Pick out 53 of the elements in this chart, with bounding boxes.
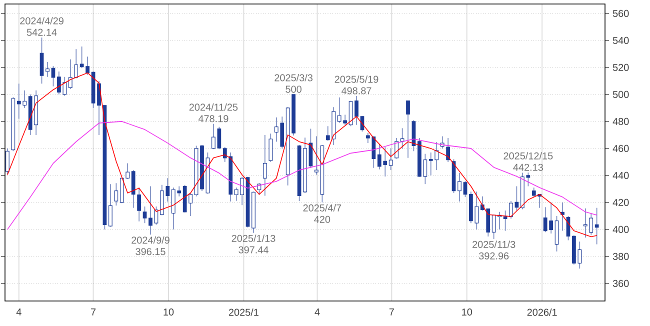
candlestick <box>6 148 10 174</box>
annotation: 2025/3/3 500 <box>274 74 313 93</box>
y-tick-label: 480 <box>612 118 629 125</box>
candlestick <box>108 184 112 228</box>
annotation: 2025/4/7 420 <box>303 204 342 223</box>
y-tick-label: 420 <box>612 198 629 206</box>
candlestick <box>503 210 508 232</box>
candlestick <box>406 100 410 158</box>
candlestick <box>137 187 141 222</box>
candlestick <box>458 172 462 202</box>
y-tick-label: 440 <box>612 172 629 179</box>
annotation: 2025/12/15 442.13 <box>504 152 553 171</box>
annotation: 2024/9/9 396.15 <box>132 236 170 256</box>
y-tick-label: 500 <box>612 90 629 98</box>
y-tick-label: 540 <box>612 36 629 44</box>
y-tick-label: 380 <box>612 252 629 260</box>
candlestick <box>354 96 358 126</box>
candlestick <box>114 182 118 206</box>
y-tick-label: 520 <box>612 64 629 71</box>
candlestick <box>131 170 136 208</box>
candlestick <box>509 200 513 220</box>
annotation: 2025/11/3 392.96 <box>472 240 516 260</box>
y-tick-label: 400 <box>612 226 629 233</box>
annotation: 2024/11/25 478.19 <box>189 103 238 122</box>
annotation: 2025/1/13 397.44 <box>232 234 276 254</box>
candlestick <box>97 80 101 136</box>
candlestick <box>51 66 56 87</box>
y-tick-label: 460 <box>612 144 629 152</box>
annotation: 2025/5/19 498.87 <box>334 76 378 94</box>
candlestick <box>263 134 267 196</box>
candlestick <box>594 207 599 245</box>
candlestick <box>46 62 50 78</box>
candlestick <box>268 133 273 162</box>
x-tick-label: 4 <box>314 308 320 316</box>
x-tick-label: 2026/1 <box>527 308 557 316</box>
x-tick-label: 2025/1 <box>228 308 258 316</box>
candlestick <box>148 186 152 236</box>
candlestick <box>463 180 468 198</box>
x-tick-label: 4 <box>16 308 22 316</box>
x-tick-label: 10 <box>164 308 174 316</box>
candlestick <box>446 138 450 162</box>
y-tick-label: 360 <box>612 280 629 287</box>
annotation: 2024/4/29 542.14 <box>20 17 64 36</box>
candlestick <box>388 148 393 170</box>
candlestick <box>40 37 44 84</box>
y-tick-label: 560 <box>612 10 629 17</box>
x-tick-label: 7 <box>389 308 394 316</box>
line-series <box>7 121 598 230</box>
candlestick <box>554 216 559 252</box>
x-tick-label: 10 <box>462 308 472 316</box>
candlestick <box>394 138 398 159</box>
candlestick <box>142 206 147 224</box>
x-tick-label: 7 <box>91 308 96 316</box>
